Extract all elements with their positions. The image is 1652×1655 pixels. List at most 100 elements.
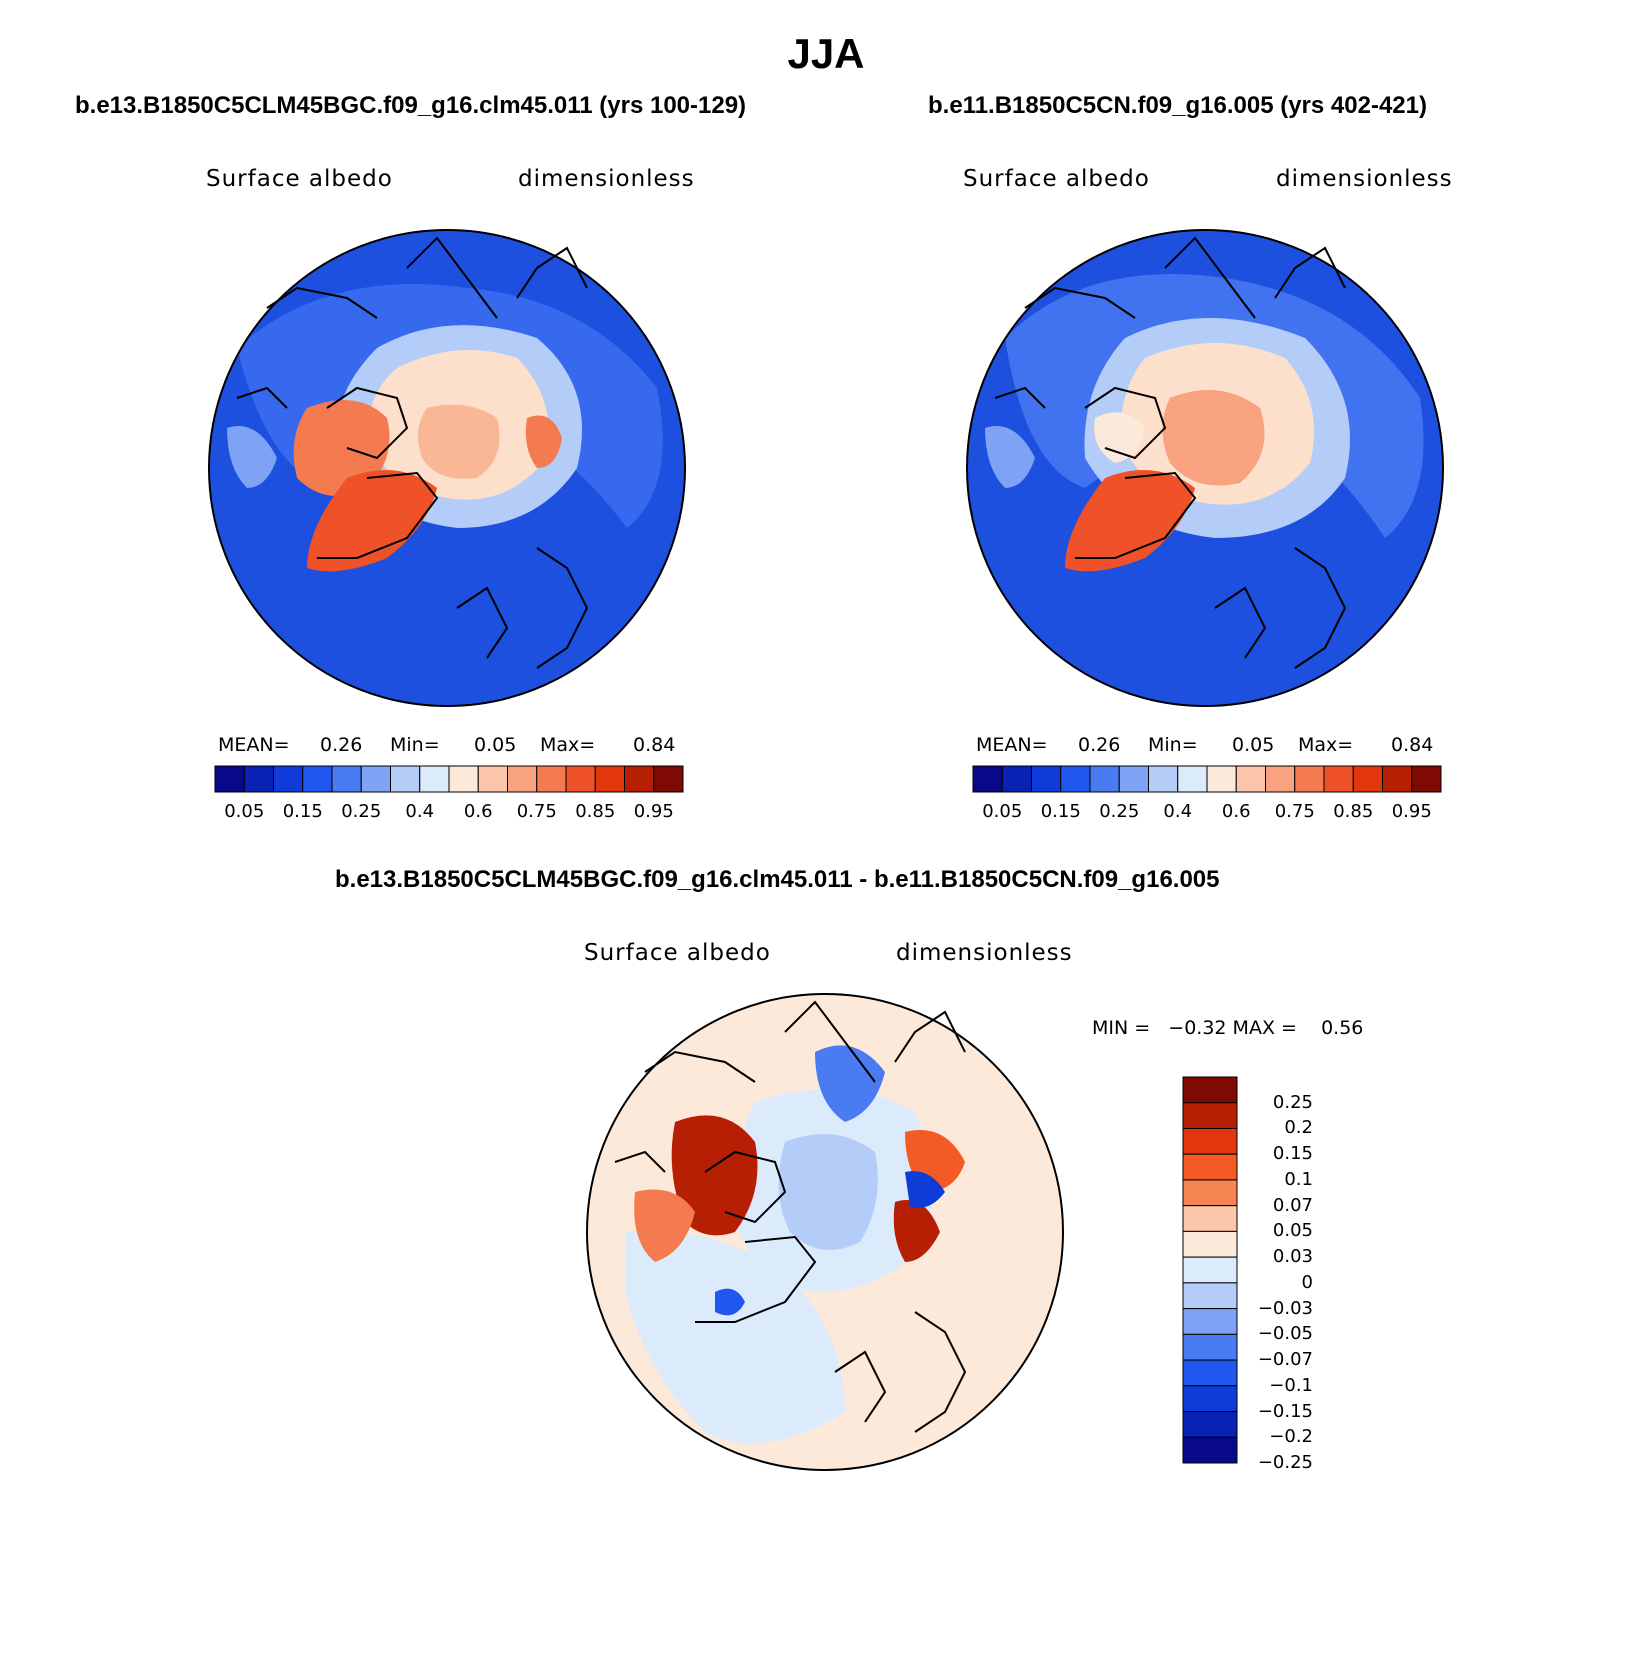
- panel1-colorbar-swatch-10: [507, 765, 538, 793]
- diff-colorbar-swatch-6: [1182, 1230, 1238, 1258]
- diff-colorbar-tick-label: 0.03: [1272, 1246, 1313, 1268]
- panel2-colorbar-swatch-15: [1411, 765, 1442, 793]
- panel1-colorbar-swatch-7: [419, 765, 450, 793]
- figure-title: JJA: [787, 30, 865, 77]
- panel2-colorbar-swatch-10: [1265, 765, 1296, 793]
- panel1-colorbar-tick-label: 0.05: [224, 801, 265, 822]
- panel1-colorbar-swatch-3: [302, 765, 333, 793]
- panel1-colorbar-tick-label: 0.4: [405, 801, 435, 822]
- panel2-colorbar-swatch-7: [1177, 765, 1208, 793]
- diff-colorbar-swatch-0: [1182, 1076, 1238, 1104]
- panel2-colorbar-tick-label: 0.95: [1391, 801, 1432, 822]
- diff-units-label: dimensionless: [896, 940, 1073, 966]
- diff-colorbar-tick-label: −0.03: [1257, 1297, 1313, 1319]
- panel1-colorbar-swatch-15: [653, 765, 684, 793]
- panel1-units-label: dimensionless: [518, 166, 695, 192]
- diff-case-title: b.e13.B1850C5CLM45BGC.f09_g16.clm45.011 …: [335, 866, 1220, 893]
- panel2-max-label: Max=: [1298, 734, 1354, 756]
- diff-colorbar-swatch-11: [1182, 1359, 1238, 1387]
- diff-colorbar-swatch-14: [1182, 1436, 1238, 1464]
- panel1-colorbar-tick-label: 0.75: [516, 801, 557, 822]
- panel1-colorbar-tick-label: 0.25: [341, 801, 382, 822]
- diff-colorbar-swatch-2: [1182, 1127, 1238, 1155]
- diff-colorbar-tick-label: 0.07: [1272, 1194, 1313, 1216]
- panel2-colorbar-swatch-1: [1001, 765, 1032, 793]
- diff-colorbar-swatch-13: [1182, 1411, 1238, 1438]
- panel2-colorbar-swatch-13: [1352, 765, 1383, 793]
- diff-colorbar-swatch-1: [1182, 1102, 1238, 1129]
- diff-polar-map: [586, 993, 1064, 1471]
- diff-colorbar-tick-label: 0.25: [1272, 1091, 1313, 1113]
- panel2-case-title: b.e11.B1850C5CN.f09_g16.005 (yrs 402-421…: [928, 92, 1427, 119]
- panel2-mean-value: 0.26: [1078, 734, 1121, 756]
- panel1-colorbar-swatch-9: [477, 765, 508, 793]
- panel1-colorbar-swatch-13: [594, 765, 625, 793]
- diff-colorbar-tick-label: −0.05: [1257, 1323, 1313, 1345]
- diff-colorbar-swatch-9: [1182, 1308, 1238, 1335]
- diff-colorbar-swatch-4: [1182, 1179, 1238, 1207]
- panel2-colorbar-swatch-12: [1323, 765, 1354, 793]
- panel2-colorbar-swatch-2: [1031, 765, 1062, 793]
- diff-colorbar-tick-label: 0.1: [1284, 1168, 1313, 1190]
- diff-colorbar-tick-label: −0.07: [1257, 1349, 1313, 1371]
- panel1-colorbar-tick-label: 0.6: [463, 801, 493, 822]
- panel1-max-label: Max=: [540, 734, 596, 756]
- panel1-colorbar: [214, 765, 684, 793]
- diff-colorbar: [1182, 1076, 1238, 1464]
- panel1-colorbar-swatch-6: [390, 765, 421, 793]
- panel2-colorbar-swatch-14: [1382, 765, 1413, 793]
- panel2-colorbar-tick-label: 0.25: [1099, 801, 1140, 822]
- panel1-mean-value: 0.26: [320, 734, 363, 756]
- diff-colorbar-tick-label: 0.05: [1272, 1220, 1313, 1242]
- panel2-max-value: 0.84: [1391, 734, 1434, 756]
- panel2-colorbar-tick-label: 0.75: [1274, 801, 1315, 822]
- panel2-variable-label: Surface albedo: [963, 166, 1150, 192]
- panel2-colorbar-swatch-3: [1060, 765, 1091, 793]
- diff-colorbar-tick-label: −0.25: [1257, 1452, 1313, 1473]
- panel2-colorbar-tick-label: 0.6: [1221, 801, 1251, 822]
- panel1-polar-map: [208, 229, 686, 707]
- panel1-case-title: b.e13.B1850C5CLM45BGC.f09_g16.clm45.011 …: [75, 92, 747, 119]
- panel1-variable-label: Surface albedo: [206, 166, 393, 192]
- panel2-colorbar-swatch-0: [972, 765, 1003, 793]
- panel1-colorbar-swatch-5: [360, 765, 391, 793]
- diff-colorbar-swatch-3: [1182, 1153, 1238, 1181]
- diff-colorbar-tick-label: 0: [1301, 1271, 1313, 1293]
- panel2-colorbar-tick-label: 0.15: [1040, 801, 1081, 822]
- panel2-colorbar-swatch-11: [1294, 765, 1325, 793]
- panel1-colorbar-swatch-2: [273, 765, 304, 793]
- diff-colorbar-swatch-12: [1182, 1385, 1238, 1413]
- diff-variable-label: Surface albedo: [584, 940, 771, 966]
- panel2-colorbar-tick-label: 0.05: [982, 801, 1023, 822]
- diff-colorbar-swatch-5: [1182, 1205, 1238, 1232]
- panel1-colorbar-swatch-14: [624, 765, 655, 793]
- panel2-colorbar-swatch-8: [1206, 765, 1237, 793]
- panel2-colorbar-swatch-6: [1148, 765, 1179, 793]
- panel2-colorbar-labels: 0.05 0.15 0.25 0.4 0.6 0.75 0.85 0.95: [973, 801, 1441, 825]
- panel1-max-value: 0.84: [633, 734, 676, 756]
- diff-colorbar-swatch-8: [1182, 1282, 1238, 1310]
- panel2-min-value: 0.05: [1232, 734, 1275, 756]
- panel1-min-label: Min=: [390, 734, 440, 756]
- diff-colorbar-swatch-7: [1182, 1256, 1238, 1284]
- panel1-colorbar-swatch-1: [243, 765, 274, 793]
- panel2-colorbar: [972, 765, 1442, 793]
- panel2-colorbar-swatch-5: [1118, 765, 1149, 793]
- panel2-colorbar-swatch-9: [1235, 765, 1266, 793]
- panel1-colorbar-tick-label: 0.15: [282, 801, 323, 822]
- panel2-min-label: Min=: [1148, 734, 1198, 756]
- panel1-mean-label: MEAN=: [218, 734, 290, 756]
- panel2-colorbar-tick-label: 0.85: [1333, 801, 1374, 822]
- panel1-colorbar-swatch-11: [536, 765, 567, 793]
- panel1-colorbar-tick-label: 0.95: [633, 801, 674, 822]
- panel1-min-value: 0.05: [474, 734, 517, 756]
- panel1-colorbar-tick-label: 0.85: [575, 801, 616, 822]
- diff-colorbar-swatch-10: [1182, 1333, 1238, 1361]
- panel1-colorbar-labels: 0.05 0.15 0.25 0.4 0.6 0.75 0.85 0.95: [215, 801, 683, 825]
- diff-colorbar-tick-label: −0.15: [1257, 1400, 1313, 1422]
- diff-colorbar-tick-label: −0.2: [1269, 1426, 1313, 1448]
- diff-colorbar-tick-label: −0.1: [1269, 1374, 1313, 1396]
- panel2-polar-map: [966, 229, 1444, 707]
- panel1-colorbar-swatch-8: [448, 765, 479, 793]
- panel2-colorbar-tick-label: 0.4: [1163, 801, 1193, 822]
